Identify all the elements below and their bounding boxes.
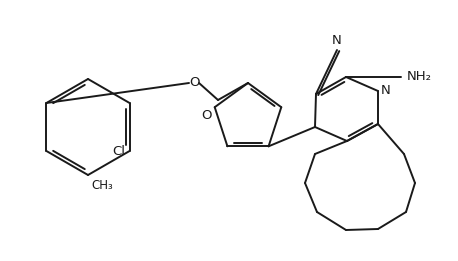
- Text: O: O: [201, 109, 212, 122]
- Text: N: N: [381, 85, 391, 98]
- Text: Cl: Cl: [113, 145, 125, 157]
- Text: CH₃: CH₃: [91, 179, 113, 192]
- Text: N: N: [332, 34, 342, 47]
- Text: O: O: [189, 76, 199, 90]
- Text: NH₂: NH₂: [407, 70, 432, 84]
